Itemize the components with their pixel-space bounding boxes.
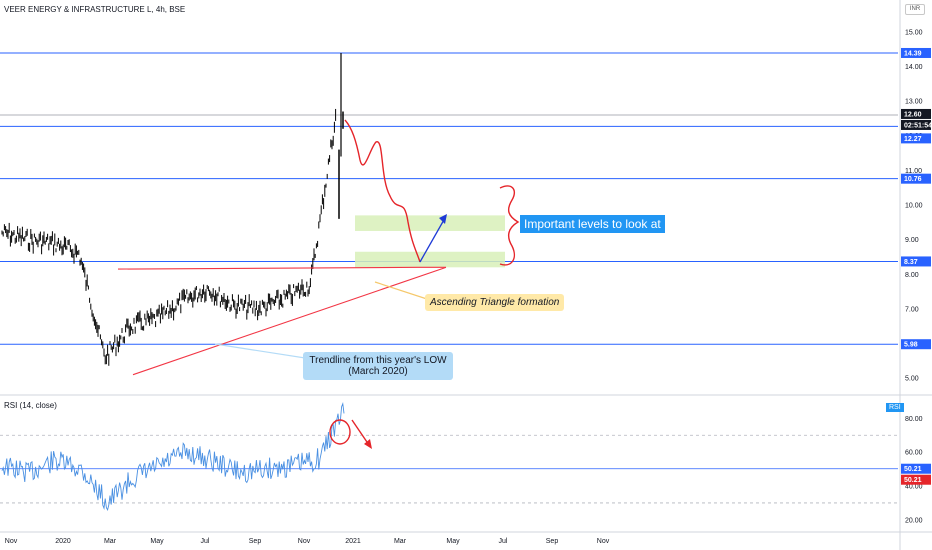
rsi-title: RSI (14, close) <box>4 401 57 410</box>
badge-current-price-bg <box>901 108 931 119</box>
time-tick-label: Mar <box>394 538 407 545</box>
price-tick-label: 7.00 <box>905 306 919 313</box>
time-tick-label: 2021 <box>345 538 361 545</box>
price-tick-label: 8.00 <box>905 272 919 279</box>
rsi-tick-label: 60.00 <box>905 450 923 457</box>
time-tick-label: Jul <box>499 538 508 545</box>
rsi-down-arrow-head <box>364 439 372 449</box>
time-tick-label: Jul <box>201 538 210 545</box>
badge-10-76: 10.76 <box>904 176 922 183</box>
price-tick-label: 10.00 <box>905 203 923 210</box>
rsi-line <box>1 402 345 511</box>
rsi-tag: RSI <box>886 403 904 412</box>
zone-upper <box>355 215 505 231</box>
rsi-tick-label: 80.00 <box>905 416 923 423</box>
zone-lower <box>355 251 505 268</box>
projected-path <box>344 119 421 263</box>
badge-5-98-bg <box>901 339 931 350</box>
price-tick-label: 15.00 <box>905 29 923 36</box>
rsi-pane <box>0 402 898 511</box>
time-tick-label: Nov <box>298 538 311 545</box>
rsi-highlight-circle <box>329 419 351 445</box>
rsi-tick-label: 40.00 <box>905 484 923 491</box>
triangle-callout-pointer <box>374 281 431 301</box>
badge-12-27-bg <box>901 133 931 144</box>
drawings <box>117 119 520 449</box>
projected-arrow-line <box>419 217 446 263</box>
rsi-badge-blue-bg <box>901 463 931 474</box>
rsi-down-arrow-line <box>351 419 370 446</box>
price-tick-label: 11.00 <box>905 168 922 175</box>
currency-button[interactable]: INR <box>905 4 925 15</box>
price-tick-label: 14.00 <box>905 64 923 71</box>
time-tick-label: Nov <box>597 538 610 545</box>
rsi-badge-blue: 50.21 <box>904 466 922 473</box>
rsi-badge-red-bg <box>901 474 931 485</box>
price-tick-label: 9.00 <box>905 237 919 244</box>
time-tick-label: Sep <box>546 538 559 545</box>
time-tick-label: Mar <box>104 538 117 545</box>
badge-8-37-bg <box>901 256 931 267</box>
badge-8-37: 8.37 <box>904 259 918 266</box>
rsi-badge-red: 50.21 <box>904 477 922 484</box>
triangle-callout: Ascending Triangle formation <box>425 294 565 311</box>
time-tick-label: May <box>150 538 164 545</box>
projected-arrow-head <box>439 214 447 224</box>
price-pane <box>0 52 898 366</box>
rsi-tick-label: 20.00 <box>905 517 923 524</box>
time-tick-label: Sep <box>249 538 262 545</box>
triangle-top-line <box>117 266 419 270</box>
price-tick-label: 13.00 <box>905 99 923 106</box>
time-tick-label: May <box>446 538 460 545</box>
trendline-callout-pointer <box>214 343 319 361</box>
badge-countdown: 02:51:54 <box>904 122 932 129</box>
badge-5-98: 5.98 <box>904 342 918 349</box>
levels-brace <box>499 185 520 266</box>
badge-current-price: 12.60 <box>904 111 922 118</box>
badge-14-39: 14.39 <box>904 50 922 57</box>
time-tick-label: Nov <box>5 538 18 545</box>
badge-countdown-bg <box>901 119 931 130</box>
badge-12-27: 12.27 <box>904 136 922 143</box>
trendline-callout: Trendline from this year's LOW (March 20… <box>303 352 453 380</box>
badge-10-76-bg <box>901 173 931 184</box>
levels-callout: Important levels to look at <box>520 215 665 233</box>
badge-14-39-bg <box>901 47 931 58</box>
time-tick-label: 2020 <box>55 538 71 545</box>
price-tick-label: 5.00 <box>905 376 919 383</box>
triangle-rising-line <box>132 266 447 376</box>
chart-title: VEER ENERGY & INFRASTRUCTURE L, 4h, BSE <box>4 5 185 14</box>
